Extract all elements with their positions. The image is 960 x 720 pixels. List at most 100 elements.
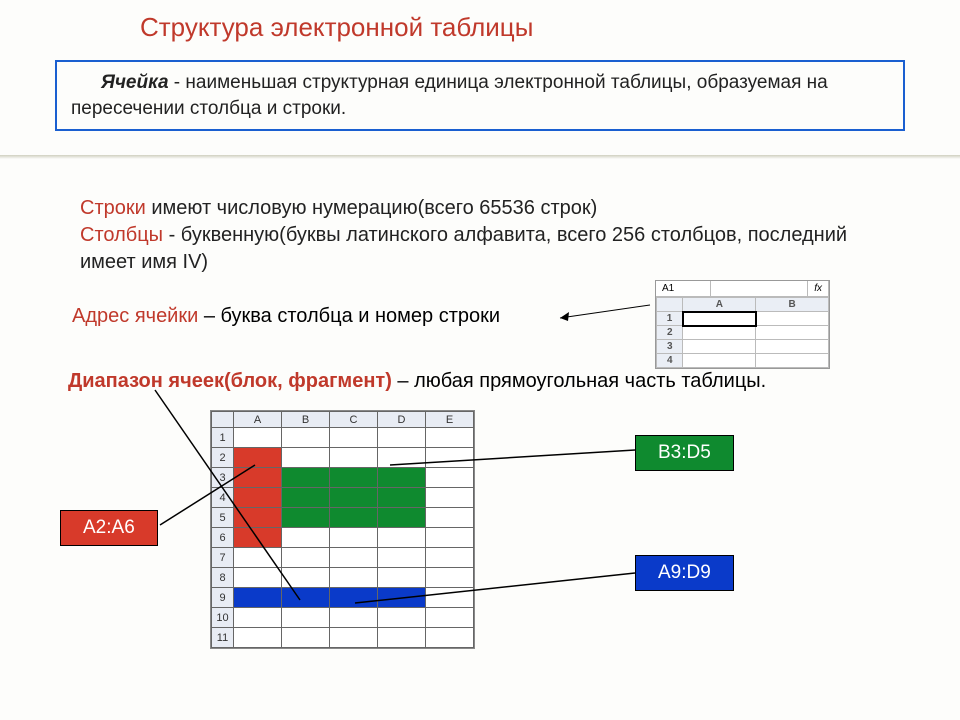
row-header: 7 bbox=[212, 548, 234, 568]
address-paragraph: Адрес ячейки – буква столбца и номер стр… bbox=[72, 305, 500, 328]
cell bbox=[330, 528, 378, 548]
cell bbox=[426, 548, 474, 568]
row-header: 1 bbox=[212, 428, 234, 448]
cell bbox=[282, 568, 330, 588]
cell bbox=[378, 548, 426, 568]
cell bbox=[426, 428, 474, 448]
cell bbox=[234, 488, 282, 508]
row-header: 10 bbox=[212, 608, 234, 628]
cell bbox=[426, 468, 474, 488]
address-text: – буква столбца и номер строки bbox=[198, 305, 500, 327]
row-header: 6 bbox=[212, 528, 234, 548]
cell bbox=[282, 488, 330, 508]
cell bbox=[330, 548, 378, 568]
mini-row-header: 1 bbox=[657, 312, 683, 326]
divider bbox=[0, 155, 960, 159]
range-label-b3d5: B3:D5 bbox=[635, 435, 734, 471]
row-header: 4 bbox=[212, 488, 234, 508]
definition-box: Ячейка - наименьшая структурная единица … bbox=[55, 60, 905, 131]
cell bbox=[426, 588, 474, 608]
row-header: 2 bbox=[212, 448, 234, 468]
address-label: Адрес ячейки bbox=[72, 305, 198, 327]
cell bbox=[234, 428, 282, 448]
cell bbox=[378, 468, 426, 488]
row-header: 9 bbox=[212, 588, 234, 608]
cell bbox=[330, 588, 378, 608]
cell bbox=[234, 528, 282, 548]
col-header: D bbox=[378, 412, 426, 428]
col-header: B bbox=[282, 412, 330, 428]
cell bbox=[378, 528, 426, 548]
cell bbox=[282, 588, 330, 608]
mini-namebox: A1 bbox=[656, 281, 711, 296]
cell bbox=[234, 448, 282, 468]
cell bbox=[234, 568, 282, 588]
cell bbox=[234, 468, 282, 488]
mini-row-header: 3 bbox=[657, 340, 683, 354]
range-label-a2a6: A2:A6 bbox=[60, 510, 158, 546]
cell bbox=[282, 548, 330, 568]
row-header: 3 bbox=[212, 468, 234, 488]
cell bbox=[282, 608, 330, 628]
mini-col-header: B bbox=[756, 298, 829, 312]
rows-cols-paragraph: Строки имеют числовую нумерацию(всего 65… bbox=[80, 195, 860, 276]
mini-col-header: A bbox=[683, 298, 756, 312]
cols-text: - буквенную(буквы латинского алфавита, в… bbox=[80, 224, 847, 273]
cell bbox=[234, 548, 282, 568]
cell bbox=[378, 428, 426, 448]
cell bbox=[378, 588, 426, 608]
cell bbox=[330, 628, 378, 648]
mini-fx: fx bbox=[808, 281, 829, 296]
range-spreadsheet: ABCDE 1234567891011 bbox=[210, 410, 475, 649]
cell bbox=[378, 628, 426, 648]
cell bbox=[426, 508, 474, 528]
cell bbox=[330, 508, 378, 528]
cell bbox=[330, 608, 378, 628]
cell bbox=[426, 488, 474, 508]
mini-grid: AB 1 2 3 4 bbox=[656, 297, 829, 368]
rows-text: имеют числовую нумерацию(всего 65536 стр… bbox=[146, 197, 598, 219]
cell bbox=[330, 488, 378, 508]
cell bbox=[378, 448, 426, 468]
cell bbox=[234, 608, 282, 628]
cell bbox=[282, 428, 330, 448]
mini-selected-cell bbox=[683, 312, 756, 326]
cell bbox=[234, 588, 282, 608]
cell bbox=[330, 448, 378, 468]
cell bbox=[426, 568, 474, 588]
cell bbox=[282, 628, 330, 648]
cell bbox=[330, 568, 378, 588]
definition-term: Ячейка bbox=[101, 72, 169, 93]
cell bbox=[282, 468, 330, 488]
col-header: A bbox=[234, 412, 282, 428]
mini-spreadsheet: A1 fx AB 1 2 3 4 bbox=[655, 280, 830, 369]
cell bbox=[282, 508, 330, 528]
cell bbox=[330, 468, 378, 488]
cell bbox=[426, 448, 474, 468]
mini-row-header: 4 bbox=[657, 354, 683, 368]
cell bbox=[378, 568, 426, 588]
cell bbox=[234, 628, 282, 648]
cols-label: Столбцы bbox=[80, 224, 163, 246]
page-title: Структура электронной таблицы bbox=[140, 12, 533, 43]
cell bbox=[282, 448, 330, 468]
cell bbox=[426, 528, 474, 548]
cell bbox=[378, 608, 426, 628]
col-header: E bbox=[426, 412, 474, 428]
cell bbox=[234, 508, 282, 528]
cell bbox=[426, 608, 474, 628]
cell bbox=[330, 428, 378, 448]
range-label-a9d9: A9:D9 bbox=[635, 555, 734, 591]
cell bbox=[378, 488, 426, 508]
rows-label: Строки bbox=[80, 197, 146, 219]
range-paragraph: Диапазон ячеек(блок, фрагмент) – любая п… bbox=[68, 370, 888, 393]
range-label: Диапазон ячеек(блок, фрагмент) bbox=[68, 370, 392, 392]
arrow-to-mini-sheet bbox=[555, 300, 655, 330]
row-header: 5 bbox=[212, 508, 234, 528]
col-header: C bbox=[330, 412, 378, 428]
row-header: 8 bbox=[212, 568, 234, 588]
row-header: 11 bbox=[212, 628, 234, 648]
cell bbox=[378, 508, 426, 528]
mini-row-header: 2 bbox=[657, 326, 683, 340]
cell bbox=[426, 628, 474, 648]
